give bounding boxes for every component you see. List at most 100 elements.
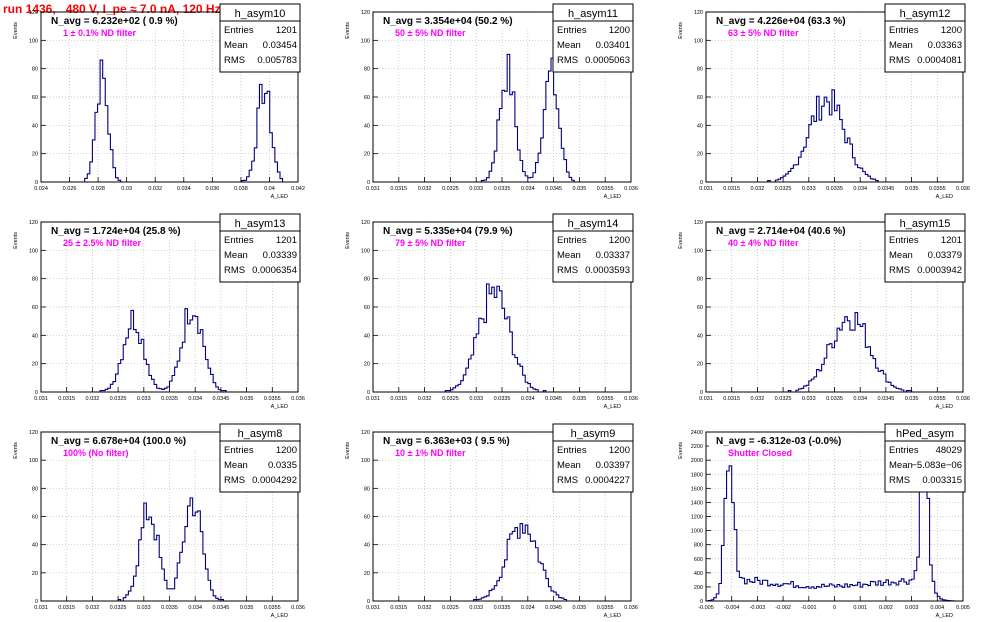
stats-key: Entries [557,235,587,246]
x-tick-label: 0.032 [86,605,100,611]
y-tick-label: 80 [32,277,38,283]
x-tick-label: 0.031 [366,396,380,402]
y-axis-label: Events [678,232,684,249]
stats-key: Entries [224,25,254,36]
x-tick-label: 0.031 [366,605,380,611]
stats-key: RMS [557,55,578,66]
x-tick-label: 0.034 [521,605,535,611]
stats-box [552,423,634,493]
x-tick-label: 0.033 [802,186,816,192]
x-tick-label: 0.0315 [723,396,740,402]
x-axis-label: A_LED [271,194,288,200]
x-tick-label: 0.035 [240,605,254,611]
y-tick-label: 40 [32,543,38,549]
y-tick-label: 120 [29,430,38,436]
x-tick-label: 0.036 [624,605,638,611]
stats-value: 0.03337 [596,250,630,261]
n-avg-label: N_avg = 1.724e+04 (25.8 %) [51,226,181,237]
x-tick-label: 0.0345 [545,396,562,402]
plot-frame [40,431,299,602]
n-avg-label: N_avg = 2.714e+04 (40.6 %) [716,226,846,237]
summary-box [376,225,546,238]
y-tick-label: 0 [35,599,38,605]
x-tick-label: 0.0335 [494,186,511,192]
y-tick-label: 20 [697,152,703,158]
y-tick-label: 2200 [691,444,703,450]
stats-key: Mean [224,250,248,261]
histogram-panel-h_asym9: 0.031 0.0315 0.032 0.0325 0.033 0.0335 0.034 0.… [345,423,638,619]
x-tick-label: 0.0335 [826,396,843,402]
x-tick-label: 0.033 [469,396,483,402]
y-axis-label: Events [678,442,684,459]
y-tick-label: 80 [364,486,370,492]
x-tick-label: 0.003 [905,605,919,611]
x-tick-label: 0.0355 [264,605,281,611]
y-axis-label: Events [345,232,351,249]
histogram-name: h_asym12 [900,8,951,20]
summary-box [709,15,879,28]
stats-box [552,213,634,283]
x-tick-label: 0.0325 [442,605,459,611]
y-tick-label: 120 [361,220,370,226]
stats-key: RMS [224,475,245,486]
stats-key: Entries [889,445,919,456]
y-tick-label: 120 [361,430,370,436]
x-tick-label: 0.0355 [597,396,614,402]
x-tick-label: 0.0325 [442,396,459,402]
x-tick-label: 0.036 [291,396,305,402]
y-tick-label: 40 [364,543,370,549]
x-tick-label: -0.002 [775,605,791,611]
y-tick-label: 1000 [691,529,703,535]
stats-box [884,3,966,73]
stats-value: 1200 [609,445,630,456]
n-avg-label: N_avg = 6.678e+04 (100.0 %) [51,436,186,447]
stats-key: RMS [557,475,578,486]
x-tick-label: 0.033 [802,396,816,402]
summary-box [709,225,879,238]
x-tick-label: 0.042 [291,186,305,192]
x-tick-label: 0.034 [853,186,867,192]
y-tick-label: 0 [35,180,38,186]
filter-label: 10 ± 1% ND filter [395,448,466,458]
x-tick-label: 0.032 [751,396,765,402]
plot-frame [705,431,964,602]
n-avg-label: N_avg = 5.335e+04 (79.9 %) [383,226,513,237]
histogram-panel-h_asym8: 0.031 0.0315 0.032 0.0325 0.033 0.0335 0.034 0.… [13,423,305,619]
x-tick-label: -0.004 [724,605,740,611]
y-tick-label: 20 [32,362,38,368]
x-tick-label: 0.0345 [545,186,562,192]
y-tick-label: 200 [694,585,703,591]
histogram-panel-h_asym11: 0.031 0.0315 0.032 0.0325 0.033 0.0335 0.034 0.… [345,3,638,200]
histogram-line [373,523,631,602]
y-axis-label: Events [13,22,19,39]
stats-key: RMS [557,265,578,276]
plot-frame [40,221,299,393]
y-tick-label: 60 [364,95,370,101]
histogram-name: h_asym13 [235,218,286,230]
summary-box [44,15,214,28]
summary-box [376,435,546,448]
x-tick-label: 0.024 [34,186,48,192]
y-tick-label: 60 [32,95,38,101]
stats-key: Mean [557,460,581,471]
stats-key: Mean [889,40,913,51]
stats-value: 0.0004081 [917,55,962,66]
x-tick-label: 0.0325 [775,396,792,402]
x-tick-label: 0.036 [624,396,638,402]
x-axis-label: A_LED [271,404,288,410]
y-tick-label: 80 [32,486,38,492]
stats-key: RMS [889,265,910,276]
x-axis-label: A_LED [604,404,621,410]
x-tick-label: 0.034 [188,396,202,402]
y-tick-label: 2000 [691,458,703,464]
stats-key: Mean [224,460,248,471]
x-tick-label: 0.031 [699,396,713,402]
stats-key: Mean [889,460,913,471]
y-tick-label: 40 [364,333,370,339]
summary-box [44,225,214,238]
n-avg-label: N_avg = 6.232e+02 ( 0.9 %) [51,16,178,27]
y-tick-label: 80 [364,277,370,283]
summary-box [709,435,879,448]
x-tick-label: 0.0355 [597,605,614,611]
